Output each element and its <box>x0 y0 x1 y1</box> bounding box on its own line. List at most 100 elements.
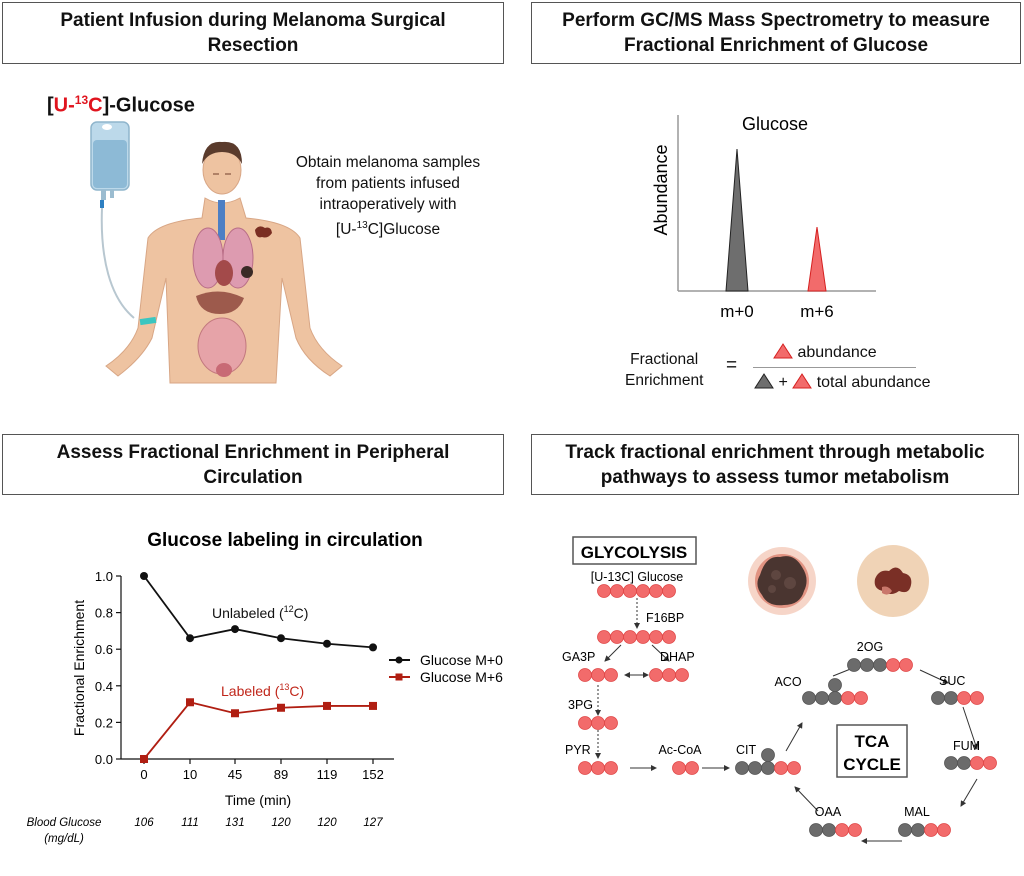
data-point <box>277 703 285 712</box>
fum-carbons <box>944 756 997 770</box>
spectrum-ylabel: Abundance <box>651 144 671 235</box>
2og-carbons <box>847 658 913 672</box>
panel-title-circulation: Assess Fractional Enrichment in Peripher… <box>2 434 504 495</box>
title-text: Patient Infusion during Melanoma Surgica… <box>60 10 446 56</box>
panel-title-infusion: Patient Infusion during Melanoma Surgica… <box>2 2 504 64</box>
blood-glucose-value: 127 <box>363 817 383 829</box>
data-point <box>231 625 239 634</box>
data-point <box>140 572 148 580</box>
x-tick-label: 119 <box>317 767 338 782</box>
y-tick-label: 0.4 <box>95 679 113 694</box>
blood-glucose-value: 120 <box>271 817 291 829</box>
tracer-label: [U-13C]-Glucose <box>47 93 195 117</box>
carbon-atom <box>591 761 605 775</box>
metabolic-pathway-diagram: GLYCOLYSIS TCA CYCLE [U-13C] Glucose F16B… <box>562 536 997 844</box>
mass-spectrum: Glucose Abundance m+0 m+6 <box>651 114 876 321</box>
carbon-atom <box>847 658 861 672</box>
carbon-atom <box>597 584 611 598</box>
carbon-atom <box>591 716 605 730</box>
carbon-atom <box>636 630 650 644</box>
spectrum-peak-m+0 <box>725 148 749 292</box>
carbon-atom <box>898 823 912 837</box>
peak-label: m+6 <box>800 302 834 321</box>
chart-title: Glucose labeling in circulation <box>147 530 423 551</box>
carbon-atom <box>802 691 816 705</box>
blood-glucose-value: 111 <box>181 817 198 829</box>
carbon-atom <box>662 668 676 682</box>
x-tick-label: 152 <box>362 767 384 782</box>
data-point <box>369 701 377 710</box>
legend-marker-square <box>395 673 403 681</box>
patient-illustration <box>90 121 343 384</box>
labeled-peak-icon <box>773 343 793 359</box>
legend-label: Glucose M+0 <box>420 652 503 668</box>
metabolite-label-oaa: OAA <box>815 805 842 819</box>
data-point <box>186 698 194 707</box>
data-point <box>140 755 148 763</box>
carbon-atom <box>672 761 686 775</box>
carbon-atom <box>748 761 762 775</box>
patient-body-icon <box>105 141 343 384</box>
cit-carbons <box>735 761 801 775</box>
carbon-atom <box>848 823 862 837</box>
data-point <box>369 643 377 652</box>
x-tick-label: 89 <box>274 767 288 782</box>
title-text: Assess Fractional Enrichment in Peripher… <box>56 441 450 488</box>
y-tick-label: 0.0 <box>95 752 113 767</box>
tca-label: CYCLE <box>843 755 901 774</box>
f16bp-carbons <box>597 630 676 644</box>
carbon-atom <box>809 823 823 837</box>
carbon-atom <box>931 691 945 705</box>
metabolite-label-accoa: Ac-CoA <box>658 743 702 757</box>
glycolysis-label: GLYCOLYSIS <box>581 543 687 562</box>
carbon-atom <box>957 756 971 770</box>
chart-ylabel: Fractional Enrichment <box>71 600 87 736</box>
carbon-atom <box>604 668 618 682</box>
carbon-atom <box>911 823 925 837</box>
carbon-atom <box>685 761 699 775</box>
carbon-atom <box>822 823 836 837</box>
carbon-atom <box>873 658 887 672</box>
carbon-atom <box>636 584 650 598</box>
carbon-atom <box>774 761 788 775</box>
carbon-atom <box>787 761 801 775</box>
carbon-atom <box>957 691 971 705</box>
suc-carbons <box>931 691 984 705</box>
metabolite-label-aco: ACO <box>774 675 801 689</box>
blood-glucose-label: Blood Glucose <box>27 817 102 829</box>
blood-glucose-value: 120 <box>317 817 337 829</box>
blood-glucose-value: 106 <box>134 817 154 829</box>
formula-numerator: abundance <box>797 344 877 361</box>
carbon-atom <box>854 691 868 705</box>
melanoma-skin-lesion-icon <box>857 545 929 617</box>
carbon-atom <box>899 658 913 672</box>
carbon-atom <box>835 823 849 837</box>
carbon-atom <box>623 630 637 644</box>
carbon-atom <box>970 691 984 705</box>
series-line-m0 <box>143 575 374 649</box>
carbon-atom <box>761 748 775 762</box>
series-annotation-labeled: Labeled (13C) <box>221 682 304 699</box>
carbon-atom <box>983 756 997 770</box>
data-point <box>231 709 239 718</box>
formula-lhs: Enrichment <box>625 372 704 389</box>
accoa-carbons <box>672 761 699 775</box>
carbon-atom <box>591 668 605 682</box>
carbon-atom <box>649 630 663 644</box>
pyr-carbons <box>578 761 618 775</box>
y-tick-label: 1.0 <box>95 569 113 584</box>
metabolite-label-og2: 2OG <box>857 640 883 654</box>
carbon-atom <box>815 691 829 705</box>
y-tick-label: 0.8 <box>95 606 113 621</box>
carbon-atom <box>937 823 951 837</box>
carbon-atom <box>610 630 624 644</box>
series-line-m6 <box>143 701 373 760</box>
carbon-atom <box>828 678 842 692</box>
carbon-atom <box>604 761 618 775</box>
carbon-atom <box>597 630 611 644</box>
y-tick-label: 0.6 <box>95 642 113 657</box>
carbon-atom <box>604 716 618 730</box>
carbon-atom <box>841 691 855 705</box>
title-text: Track fractional enrichment through meta… <box>565 441 985 488</box>
carbon-atom <box>860 658 874 672</box>
